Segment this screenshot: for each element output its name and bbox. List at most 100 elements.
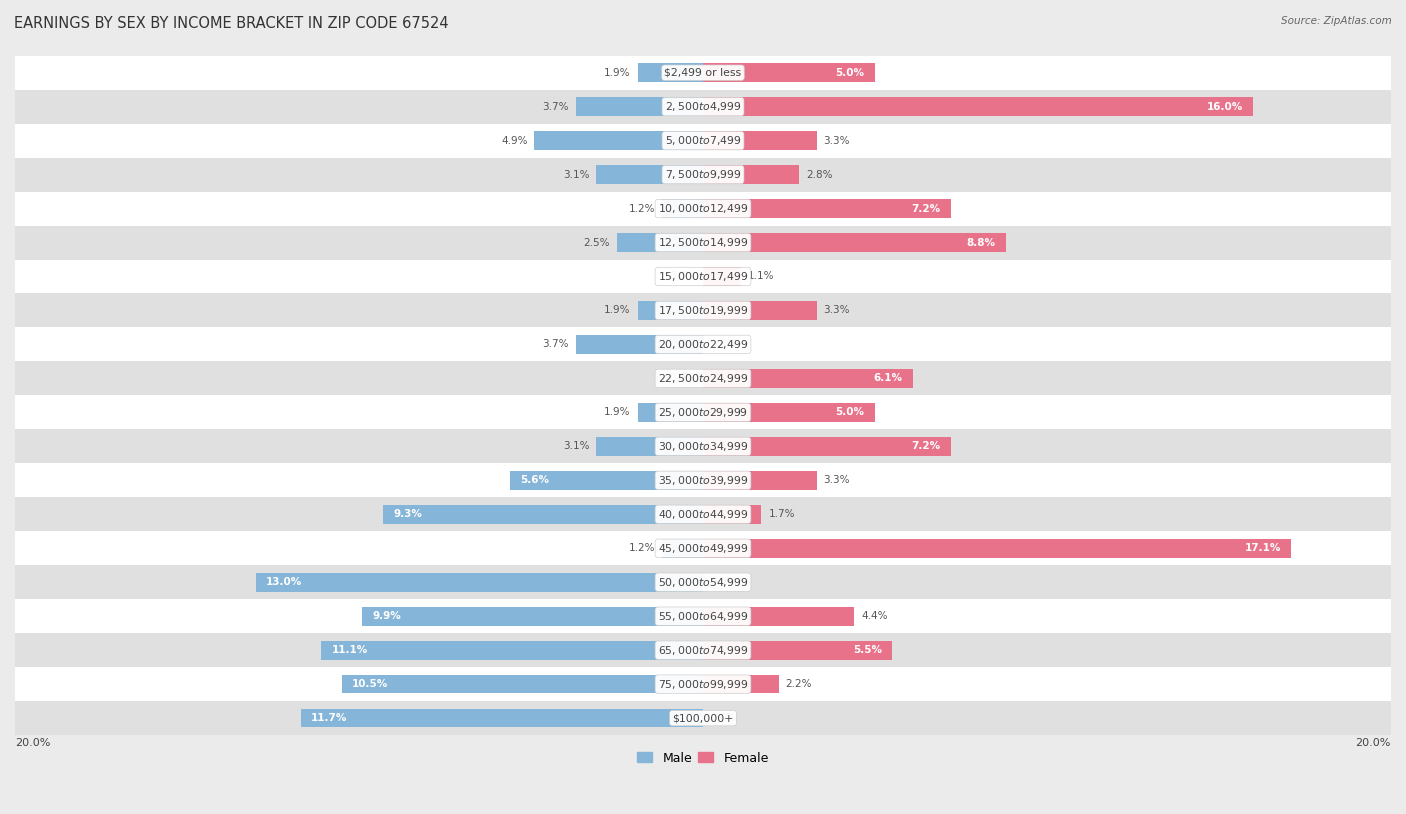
Text: 1.9%: 1.9% (605, 68, 631, 77)
Text: 20.0%: 20.0% (15, 738, 51, 749)
Bar (363, 607, 703, 625)
Text: $22,500 to $24,999: $22,500 to $24,999 (658, 372, 748, 385)
Bar (15, 599, 1391, 633)
Bar (703, 675, 779, 694)
Text: EARNINGS BY SEX BY INCOME BRACKET IN ZIP CODE 67524: EARNINGS BY SEX BY INCOME BRACKET IN ZIP… (14, 16, 449, 31)
Text: $30,000 to $34,999: $30,000 to $34,999 (658, 440, 748, 453)
Bar (382, 505, 703, 523)
Bar (703, 301, 817, 320)
Text: $55,000 to $64,999: $55,000 to $64,999 (658, 610, 748, 623)
Bar (534, 131, 703, 150)
Bar (15, 55, 1391, 90)
Bar (301, 709, 703, 728)
Bar (15, 497, 1391, 532)
Legend: Male, Female: Male, Female (633, 746, 773, 769)
Text: 6.1%: 6.1% (873, 374, 903, 383)
Text: 1.2%: 1.2% (628, 543, 655, 554)
Bar (703, 165, 800, 184)
Text: $20,000 to $22,499: $20,000 to $22,499 (658, 338, 748, 351)
Text: $17,500 to $19,999: $17,500 to $19,999 (658, 304, 748, 317)
Bar (703, 403, 875, 422)
Bar (575, 335, 703, 354)
Bar (703, 641, 893, 659)
Text: $50,000 to $54,999: $50,000 to $54,999 (658, 575, 748, 589)
Text: 11.1%: 11.1% (332, 646, 368, 655)
Text: $25,000 to $29,999: $25,000 to $29,999 (658, 406, 748, 419)
Text: 3.1%: 3.1% (562, 441, 589, 451)
Text: $75,000 to $99,999: $75,000 to $99,999 (658, 677, 748, 690)
Text: 1.1%: 1.1% (748, 272, 775, 282)
Text: 4.4%: 4.4% (862, 611, 887, 621)
Text: $35,000 to $39,999: $35,000 to $39,999 (658, 474, 748, 487)
Text: 0.0%: 0.0% (710, 577, 737, 587)
Text: $40,000 to $44,999: $40,000 to $44,999 (658, 508, 748, 521)
Bar (15, 225, 1391, 260)
Text: 10.5%: 10.5% (352, 679, 388, 689)
Text: 0.0%: 0.0% (669, 374, 696, 383)
Bar (703, 131, 817, 150)
Bar (15, 396, 1391, 429)
Bar (15, 260, 1391, 294)
Text: $15,000 to $17,499: $15,000 to $17,499 (658, 270, 748, 283)
Bar (15, 158, 1391, 191)
Text: 5.5%: 5.5% (853, 646, 882, 655)
Bar (15, 532, 1391, 565)
Text: 1.9%: 1.9% (605, 305, 631, 316)
Text: 8.8%: 8.8% (966, 238, 995, 247)
Bar (703, 539, 1291, 558)
Bar (15, 701, 1391, 735)
Bar (342, 675, 703, 694)
Bar (15, 667, 1391, 701)
Bar (596, 437, 703, 456)
Bar (638, 403, 703, 422)
Text: 9.9%: 9.9% (373, 611, 402, 621)
Bar (703, 267, 741, 286)
Text: 0.0%: 0.0% (669, 272, 696, 282)
Text: 0.0%: 0.0% (710, 713, 737, 723)
Bar (15, 90, 1391, 124)
Bar (596, 165, 703, 184)
Text: 11.7%: 11.7% (311, 713, 347, 723)
Bar (15, 565, 1391, 599)
Bar (703, 233, 1005, 252)
Bar (662, 539, 703, 558)
Bar (321, 641, 703, 659)
Text: $100,000+: $100,000+ (672, 713, 734, 723)
Text: 17.1%: 17.1% (1244, 543, 1281, 554)
Bar (703, 98, 1253, 116)
Bar (703, 607, 855, 625)
Bar (662, 199, 703, 218)
Text: 20.0%: 20.0% (1355, 738, 1391, 749)
Text: 3.3%: 3.3% (824, 305, 849, 316)
Bar (703, 369, 912, 387)
Bar (638, 301, 703, 320)
Bar (256, 573, 703, 592)
Bar (703, 63, 875, 82)
Bar (510, 471, 703, 490)
Bar (617, 233, 703, 252)
Text: 5.0%: 5.0% (835, 68, 865, 77)
Bar (15, 294, 1391, 327)
Bar (15, 191, 1391, 225)
Bar (638, 63, 703, 82)
Text: $65,000 to $74,999: $65,000 to $74,999 (658, 644, 748, 657)
Text: 7.2%: 7.2% (911, 441, 941, 451)
Text: 4.9%: 4.9% (501, 136, 527, 146)
Bar (15, 633, 1391, 667)
Text: 2.2%: 2.2% (786, 679, 813, 689)
Text: 2.5%: 2.5% (583, 238, 610, 247)
Text: 2.8%: 2.8% (806, 169, 832, 180)
Text: $10,000 to $12,499: $10,000 to $12,499 (658, 202, 748, 215)
Bar (15, 124, 1391, 158)
Text: 1.9%: 1.9% (605, 407, 631, 418)
Text: 9.3%: 9.3% (394, 510, 422, 519)
Bar (15, 463, 1391, 497)
Text: 3.7%: 3.7% (543, 339, 569, 349)
Text: 13.0%: 13.0% (266, 577, 302, 587)
Bar (703, 471, 817, 490)
Bar (703, 505, 762, 523)
Bar (15, 361, 1391, 396)
Text: 3.3%: 3.3% (824, 475, 849, 485)
Text: 1.2%: 1.2% (628, 204, 655, 213)
Text: 3.7%: 3.7% (543, 102, 569, 112)
